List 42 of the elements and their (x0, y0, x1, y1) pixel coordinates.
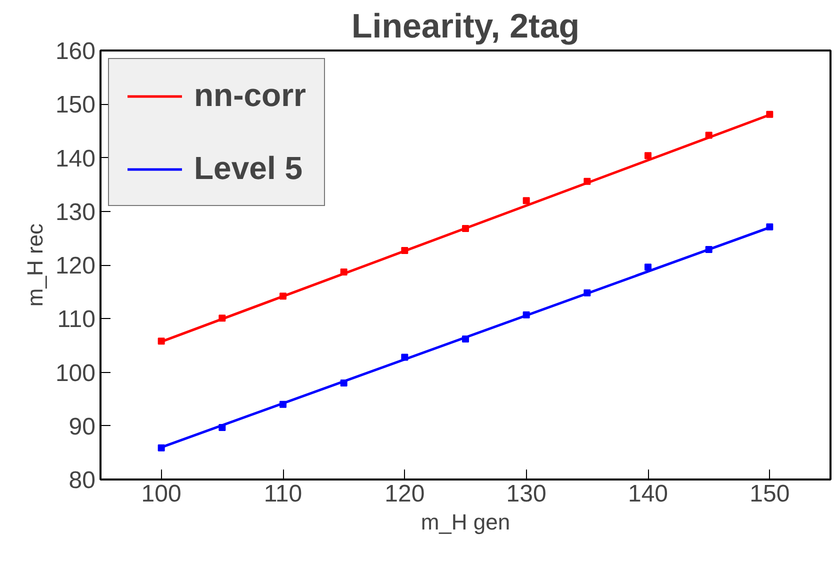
point (522, 197, 530, 204)
x-tick-label: 140 (628, 480, 668, 508)
y-tick-label: 100 (55, 360, 96, 387)
point (766, 110, 774, 118)
legend-label: Level 5 (194, 150, 303, 187)
y-tick-label: 130 (55, 198, 96, 226)
point (340, 379, 348, 386)
point (644, 264, 652, 271)
chart-title: Linearity, 2tag (352, 8, 580, 46)
point (766, 223, 774, 230)
point (705, 132, 712, 139)
x-tick-label: 130 (506, 480, 546, 508)
point (218, 424, 226, 431)
point (401, 354, 408, 361)
point (218, 314, 226, 322)
point (584, 289, 591, 296)
x-axis-title: m_H gen (420, 510, 510, 534)
point (158, 338, 165, 345)
x-tick-label: 150 (750, 480, 790, 508)
point (644, 152, 652, 160)
x-tick-label: 120 (384, 480, 425, 508)
legend-label: nn-corr (194, 77, 306, 114)
y-tick-label: 110 (57, 306, 96, 334)
point (340, 268, 348, 276)
point (401, 247, 408, 254)
y-tick-label: 140 (55, 145, 96, 172)
y-tick-label: 160 (55, 38, 96, 65)
point (158, 444, 165, 452)
point (280, 292, 286, 300)
point (522, 311, 530, 318)
point (705, 246, 712, 253)
point (280, 400, 286, 408)
y-tick-label: 120 (55, 252, 96, 280)
y-tick-label: 90 (68, 413, 96, 440)
y-tick-label: 150 (55, 92, 96, 119)
y-tick-label: 80 (68, 467, 96, 494)
point (462, 225, 469, 232)
point (584, 178, 591, 185)
y-axis-title: m_H rec (22, 223, 48, 307)
x-tick-label: 100 (141, 480, 182, 508)
point (462, 336, 469, 343)
x-tick-label: 110 (264, 480, 302, 508)
